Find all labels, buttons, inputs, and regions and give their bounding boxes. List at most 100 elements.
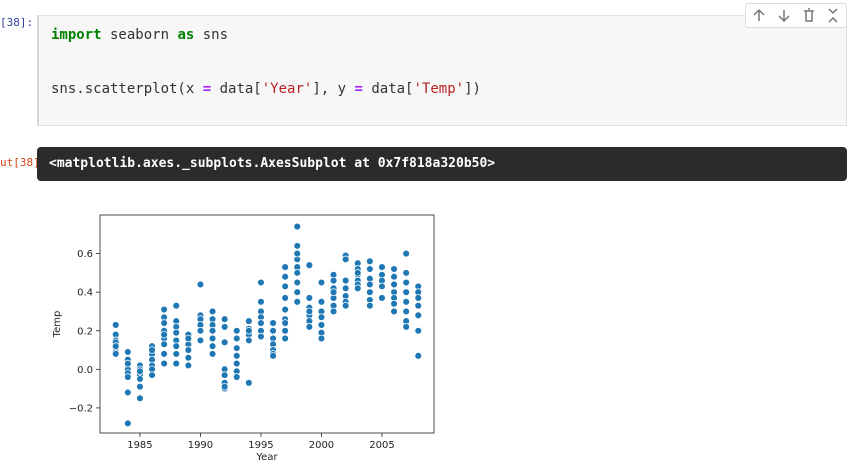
code-token: ], y <box>312 81 355 97</box>
y-tick-label: 0.2 <box>77 326 93 337</box>
x-tick-label: 1995 <box>248 440 273 451</box>
point <box>354 284 362 293</box>
code-cell[interactable]: import seaborn as sns sns.scatterplot(x … <box>37 15 847 126</box>
point <box>293 242 302 250</box>
output-text: <matplotlib.axes._subplots.AxesSubplot a… <box>49 156 496 171</box>
point <box>220 315 229 323</box>
point <box>184 354 193 362</box>
point <box>402 288 410 296</box>
point <box>366 288 374 296</box>
x-tick-label: 2005 <box>369 440 394 451</box>
code-token: 'Temp' <box>413 81 465 97</box>
point <box>111 321 120 329</box>
point <box>245 379 253 387</box>
point <box>341 255 350 264</box>
point <box>317 298 326 306</box>
point <box>390 280 398 289</box>
point <box>232 359 241 368</box>
point <box>281 319 289 327</box>
point <box>390 307 398 316</box>
point <box>184 361 193 370</box>
point <box>317 278 326 287</box>
point <box>232 334 241 343</box>
point <box>305 307 314 316</box>
point <box>160 305 168 314</box>
point <box>281 272 289 281</box>
point <box>414 352 423 360</box>
point <box>220 382 229 391</box>
y-tick-label: 0.4 <box>77 288 93 299</box>
point <box>232 327 241 335</box>
code-token: ]) <box>464 81 481 97</box>
point <box>293 249 302 258</box>
point <box>293 222 302 231</box>
point <box>269 352 277 360</box>
code-token: data[ <box>211 81 262 97</box>
point <box>414 301 423 310</box>
code-token: import <box>51 27 102 43</box>
point <box>124 373 132 381</box>
point <box>378 263 386 271</box>
point <box>160 319 168 327</box>
point <box>269 319 277 327</box>
point <box>257 319 265 327</box>
point <box>366 257 374 266</box>
code-token: data[ <box>362 81 414 97</box>
point <box>220 371 229 379</box>
point <box>293 298 302 306</box>
point <box>281 305 289 314</box>
code-token: = <box>202 81 212 97</box>
point <box>136 382 144 391</box>
point <box>232 344 241 352</box>
x-axis-label: Year <box>255 452 278 463</box>
y-tick-label: 0.0 <box>77 365 93 376</box>
code-token: = <box>354 81 363 97</box>
point <box>148 346 156 354</box>
y-axis-label: Temp <box>52 311 63 339</box>
point <box>305 323 314 331</box>
point <box>172 342 180 350</box>
point <box>281 334 289 343</box>
point <box>341 284 350 293</box>
x-tick-label: 1990 <box>188 440 213 451</box>
point <box>390 265 398 273</box>
code-line: sns.scatterplot(x = data['Year'], y = da… <box>51 81 481 97</box>
point <box>305 261 314 269</box>
point <box>136 394 144 403</box>
point <box>208 307 217 316</box>
point <box>281 327 289 335</box>
point <box>208 327 217 335</box>
point <box>220 338 229 347</box>
point <box>160 340 168 349</box>
x-tick-label: 1985 <box>127 440 152 451</box>
point <box>366 301 374 310</box>
point <box>341 301 350 310</box>
point <box>317 321 326 329</box>
move-up-button[interactable] <box>753 8 765 21</box>
point <box>293 278 302 287</box>
point <box>111 342 120 350</box>
point <box>148 371 156 379</box>
point <box>124 359 132 368</box>
collapse-button[interactable] <box>828 8 838 23</box>
point <box>172 359 180 368</box>
point <box>220 323 229 331</box>
point <box>354 269 362 277</box>
delete-button[interactable] <box>804 8 814 22</box>
point <box>160 330 168 339</box>
code-token: sns <box>194 27 229 43</box>
point <box>196 327 205 335</box>
point <box>414 294 423 302</box>
point <box>257 332 265 341</box>
point <box>402 269 410 277</box>
point <box>414 327 423 335</box>
point <box>402 249 410 258</box>
code-token: seaborn <box>101 27 178 43</box>
point <box>172 301 180 310</box>
input-prompt: [38]: <box>0 16 34 29</box>
move-down-button[interactable] <box>778 10 790 23</box>
point <box>402 307 410 316</box>
output-area: <matplotlib.axes._subplots.AxesSubplot a… <box>37 147 847 181</box>
plot-frame <box>99 214 435 434</box>
code-token: 'Year' <box>261 81 313 97</box>
